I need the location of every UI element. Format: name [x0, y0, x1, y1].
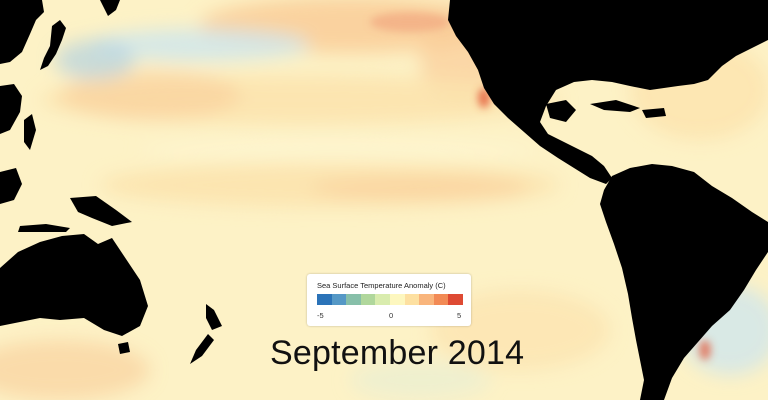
legend-title: Sea Surface Temperature Anomaly (C): [317, 281, 446, 290]
yucatan: [546, 100, 576, 122]
new-guinea: [70, 196, 132, 226]
cool-anomaly-north-pacific-west: [55, 40, 135, 80]
hot-spot-baja: [478, 88, 490, 108]
indonesia-islands: [18, 224, 70, 232]
cool-anomaly-south-pacific: [350, 360, 490, 400]
warm-anomaly-southwest: [0, 340, 150, 400]
legend-swatch: [360, 294, 376, 305]
cool-anomaly-central-band: [140, 138, 540, 162]
new-zealand-north: [206, 304, 222, 330]
legend-max-label: 5: [457, 311, 462, 320]
cuba: [590, 100, 640, 112]
legend-color-scale: [317, 294, 463, 305]
legend-ticks: -5 0 5: [317, 311, 463, 321]
legend-swatch: [375, 294, 390, 305]
warm-anomaly-west-pacific: [60, 70, 240, 120]
asia-landmass: [0, 0, 44, 64]
cool-anomaly-north-pacific: [90, 29, 310, 61]
east-asia-coast: [0, 84, 22, 134]
hot-spot-patagonia: [699, 340, 711, 360]
date-label: September 2014: [270, 334, 525, 372]
legend-mid-label: 0: [389, 311, 394, 320]
tasmania: [118, 342, 130, 354]
warm-anomaly-equatorial-core: [310, 176, 530, 200]
legend-panel: Sea Surface Temperature Anomaly (C) -5 0…: [307, 274, 471, 326]
north-america: [448, 0, 768, 184]
hot-spot-north-pacific: [370, 12, 450, 32]
kamchatka: [100, 0, 120, 16]
legend-swatch: [419, 294, 434, 305]
legend-swatch: [448, 294, 463, 305]
legend-swatch: [317, 294, 332, 305]
legend-swatch: [433, 294, 449, 305]
new-zealand-south: [190, 334, 214, 364]
legend-swatch: [404, 294, 420, 305]
warm-anomaly-south-pacific: [430, 290, 610, 370]
legend-swatch: [346, 294, 361, 305]
japan-islands: [40, 20, 66, 70]
legend-swatch: [389, 294, 405, 305]
australia: [0, 234, 148, 336]
philippines: [24, 114, 36, 150]
legend-swatch: [331, 294, 347, 305]
borneo: [0, 168, 22, 204]
legend-min-label: -5: [317, 311, 324, 320]
south-america: [600, 164, 768, 400]
hispaniola: [642, 108, 666, 118]
